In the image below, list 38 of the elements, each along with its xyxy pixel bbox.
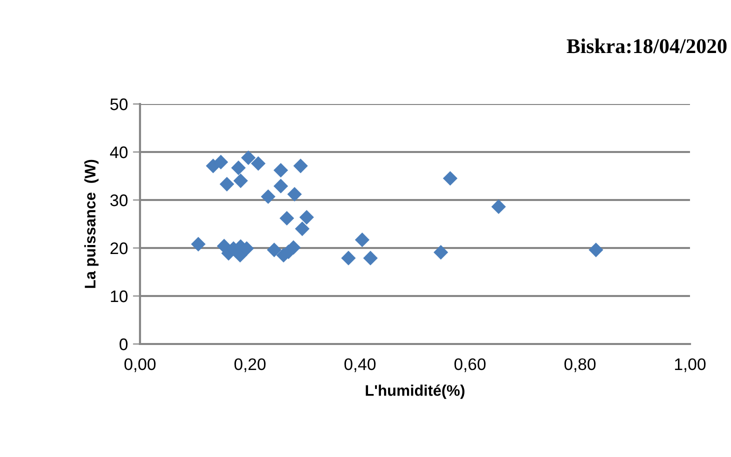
point xyxy=(220,176,234,192)
point xyxy=(293,158,308,174)
point xyxy=(588,242,604,258)
chart-title: Biskra:18/04/2020 xyxy=(566,38,727,54)
point xyxy=(241,150,256,166)
point xyxy=(260,189,276,204)
point xyxy=(191,236,206,252)
point xyxy=(442,171,458,186)
x-tick-label: 0,20 xyxy=(234,358,266,372)
point xyxy=(274,178,288,194)
y-tick-label: 10 xyxy=(110,290,128,302)
y-tick-label: 0 xyxy=(120,338,128,350)
point xyxy=(266,242,282,258)
x-tick-label: 0,80 xyxy=(564,358,596,372)
point xyxy=(233,174,248,188)
point xyxy=(341,250,356,266)
x-axis-title: L'humidité(%) xyxy=(366,384,464,399)
x-tick-label: 0,60 xyxy=(454,358,486,372)
point xyxy=(250,156,266,171)
point xyxy=(287,186,302,202)
y-tick-label: 50 xyxy=(110,98,128,110)
point xyxy=(363,250,378,266)
y-tick-label: 30 xyxy=(110,194,128,206)
y-tick-label: 40 xyxy=(110,146,128,158)
point xyxy=(294,222,310,236)
point xyxy=(214,154,228,170)
x-tick-label: 1,00 xyxy=(675,358,706,372)
point xyxy=(231,160,246,176)
point xyxy=(354,232,370,248)
y-axis-title: La puissance (W) xyxy=(84,160,99,288)
x-tick-label: 0,00 xyxy=(124,358,156,372)
y-tick-label: 20 xyxy=(110,242,128,254)
point xyxy=(491,199,506,214)
point xyxy=(280,210,294,226)
point xyxy=(274,162,288,178)
x-tick-label: 0,40 xyxy=(344,358,376,372)
point xyxy=(299,210,314,225)
point xyxy=(434,245,448,260)
